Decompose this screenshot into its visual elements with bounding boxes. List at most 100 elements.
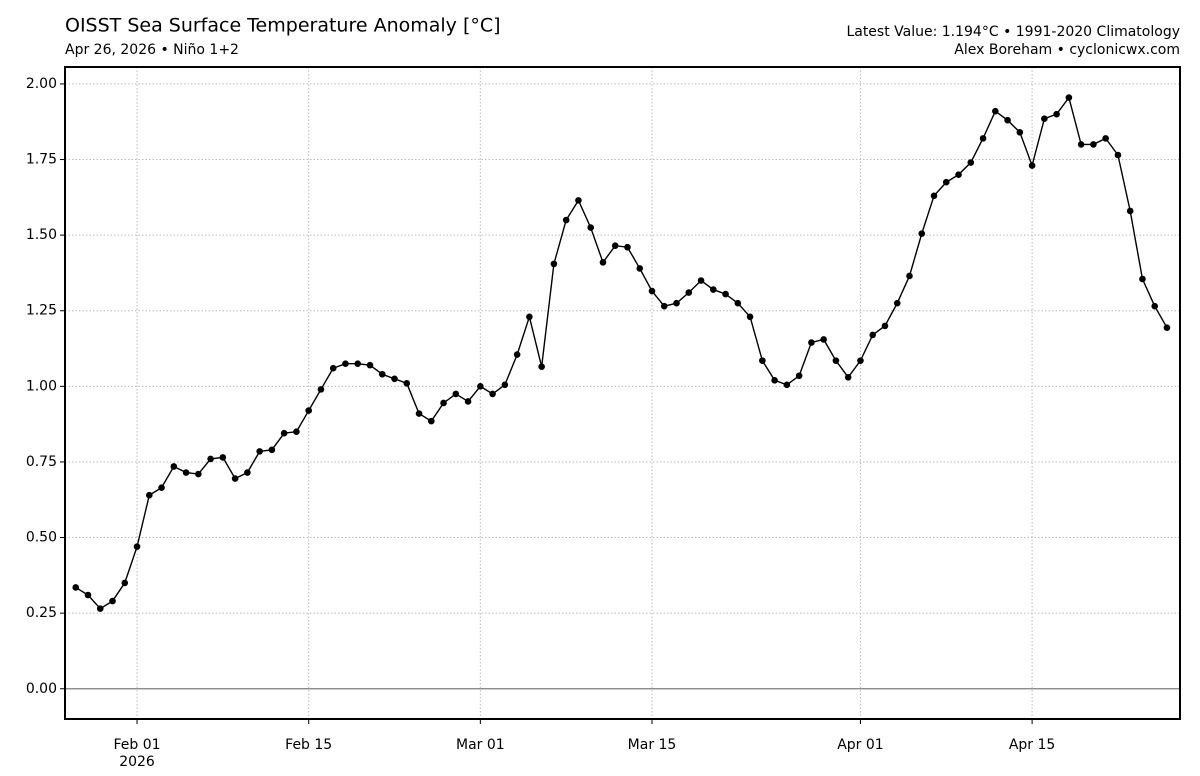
data-point bbox=[464, 398, 472, 405]
data-point bbox=[526, 313, 533, 321]
x-tick-label: Mar 15 bbox=[628, 737, 677, 753]
data-point bbox=[844, 373, 852, 381]
data-line bbox=[75, 95, 1168, 610]
data-point bbox=[133, 543, 141, 550]
data-point bbox=[857, 357, 864, 364]
data-point bbox=[256, 448, 263, 455]
data-point bbox=[636, 265, 644, 272]
data-point bbox=[1053, 110, 1060, 118]
y-tick-label: 0.00 bbox=[26, 681, 57, 697]
data-point bbox=[550, 260, 558, 268]
data-point bbox=[96, 605, 104, 612]
data-point bbox=[1065, 94, 1073, 101]
y-tick-label: 1.50 bbox=[26, 227, 57, 243]
data-point bbox=[575, 197, 582, 204]
data-point bbox=[599, 259, 607, 266]
x-tick-label: 2026 bbox=[119, 754, 155, 770]
data-point bbox=[795, 372, 803, 380]
data-point bbox=[808, 339, 815, 346]
data-point bbox=[305, 407, 312, 414]
data-point bbox=[1041, 115, 1048, 123]
data-point bbox=[513, 351, 521, 358]
data-point bbox=[685, 289, 693, 296]
x-tick-label: Feb 01 bbox=[114, 737, 161, 753]
data-point bbox=[145, 491, 153, 499]
data-point bbox=[1139, 275, 1146, 283]
data-point bbox=[906, 272, 913, 280]
annotation: Latest Value: 1.194°C • 1991-2020 Climat… bbox=[846, 24, 1180, 40]
data-point bbox=[673, 299, 680, 307]
data-point bbox=[1102, 135, 1109, 142]
data-point bbox=[893, 299, 901, 307]
data-point bbox=[979, 135, 987, 142]
data-point bbox=[918, 230, 926, 237]
data-point bbox=[1163, 324, 1171, 331]
data-point bbox=[489, 390, 496, 398]
x-tick-label: Apr 01 bbox=[837, 737, 883, 753]
data-point bbox=[967, 159, 975, 166]
y-tick-label: 0.75 bbox=[26, 454, 57, 470]
data-point bbox=[231, 475, 239, 482]
data-point bbox=[170, 463, 178, 470]
data-point bbox=[881, 322, 889, 330]
data-point bbox=[587, 224, 594, 231]
data-point bbox=[195, 470, 202, 478]
data-point bbox=[820, 336, 827, 343]
data-point bbox=[329, 364, 337, 372]
y-tick-label: 2.00 bbox=[26, 76, 57, 92]
data-point bbox=[660, 302, 668, 310]
data-point bbox=[244, 469, 251, 476]
data-point bbox=[280, 429, 288, 437]
data-point bbox=[869, 331, 877, 339]
data-point bbox=[354, 360, 362, 367]
data-point bbox=[428, 417, 435, 425]
data-point bbox=[1016, 129, 1024, 136]
data-point bbox=[562, 216, 570, 224]
data-point bbox=[930, 192, 938, 200]
data-point bbox=[403, 380, 411, 387]
data-point bbox=[84, 591, 92, 599]
data-point bbox=[317, 386, 325, 393]
data-point bbox=[1151, 302, 1159, 310]
chart-subtitle: Apr 26, 2026 • Niño 1+2 bbox=[65, 42, 239, 58]
y-tick-label: 0.25 bbox=[26, 605, 57, 621]
x-tick-label: Feb 15 bbox=[285, 737, 332, 753]
x-tick-label: Apr 15 bbox=[1009, 737, 1055, 753]
plot-frame bbox=[64, 66, 1181, 720]
data-point bbox=[342, 360, 349, 367]
data-point bbox=[182, 469, 190, 476]
data-point bbox=[1090, 141, 1097, 148]
data-point bbox=[72, 584, 80, 591]
data-point bbox=[109, 597, 116, 605]
data-point bbox=[746, 313, 754, 321]
data-point bbox=[771, 376, 778, 384]
data-point bbox=[293, 428, 300, 436]
data-point bbox=[477, 383, 484, 390]
data-point bbox=[722, 290, 729, 298]
y-tick-label: 1.00 bbox=[26, 378, 57, 394]
chart-title: OISST Sea Surface Temperature Anomaly [°… bbox=[65, 15, 501, 37]
annotation: Alex Boreham • cyclonicwx.com bbox=[954, 42, 1180, 58]
data-point bbox=[207, 455, 214, 463]
data-point bbox=[611, 242, 619, 250]
data-point bbox=[415, 410, 423, 417]
data-point bbox=[624, 243, 631, 251]
data-point bbox=[1004, 116, 1011, 124]
data-point bbox=[1077, 141, 1085, 148]
data-point bbox=[759, 357, 766, 364]
data-point bbox=[121, 579, 129, 587]
data-point bbox=[158, 484, 165, 491]
y-tick-label: 1.25 bbox=[26, 303, 57, 319]
data-point bbox=[648, 287, 656, 295]
data-point bbox=[832, 357, 840, 364]
data-point bbox=[710, 286, 717, 293]
data-point bbox=[366, 361, 374, 369]
data-point bbox=[391, 375, 398, 383]
data-point bbox=[268, 446, 276, 454]
data-point bbox=[955, 171, 962, 178]
data-point bbox=[734, 299, 742, 307]
data-point bbox=[538, 363, 545, 370]
data-point bbox=[440, 399, 447, 407]
data-point bbox=[992, 107, 999, 115]
